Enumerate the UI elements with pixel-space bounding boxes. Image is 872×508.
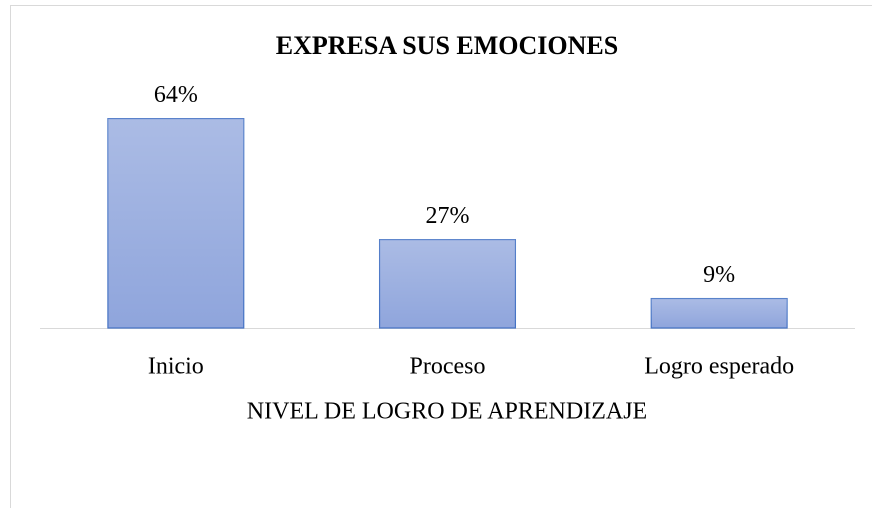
data-label: 64% [154, 82, 198, 108]
x-axis-title: NIVEL DE LOGRO DE APRENDIZAJE [247, 399, 647, 425]
chart-title: EXPRESA SUS EMOCIONES [276, 31, 618, 60]
bar [650, 297, 788, 329]
bar [378, 239, 517, 329]
bar [107, 118, 245, 329]
x-tick-label: Logro esperado [644, 354, 794, 380]
x-tick-label: Proceso [410, 354, 486, 380]
x-tick-label: Inicio [148, 354, 204, 380]
data-label: 9% [703, 262, 735, 288]
data-label: 27% [426, 203, 470, 229]
